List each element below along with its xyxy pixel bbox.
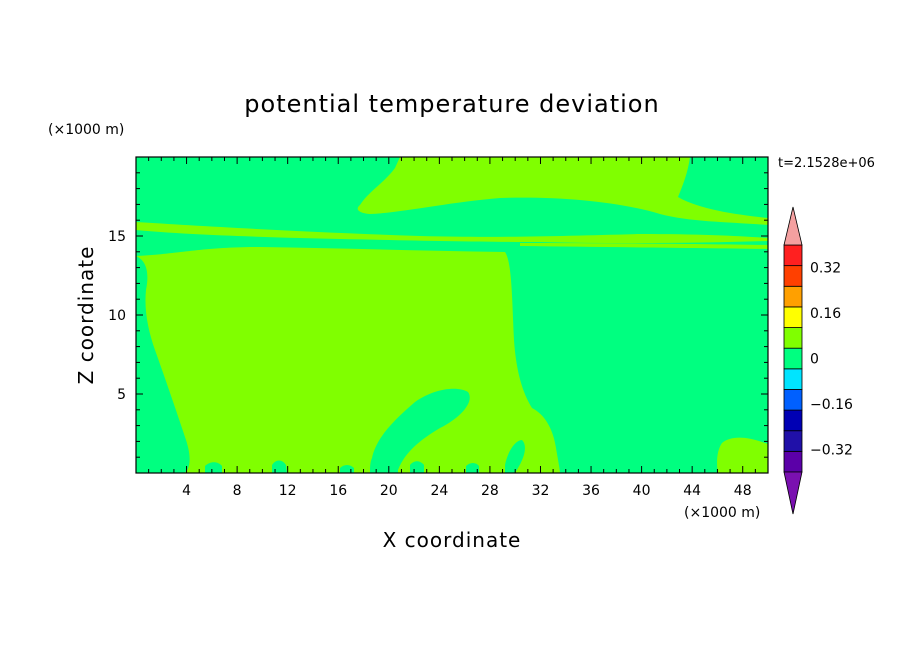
x-axis-unit: (×1000 m) <box>684 505 760 521</box>
colorbar-label: 0.32 <box>810 261 841 277</box>
colorbar-label: −0.16 <box>810 397 853 413</box>
y-tick-label: 5 <box>117 387 126 403</box>
colorbar-segment <box>783 306 803 328</box>
colorbar-segment <box>783 450 803 473</box>
negative-pockets <box>136 256 525 473</box>
x-tick-label: 20 <box>380 483 398 499</box>
colorbar-label: 0.16 <box>810 306 841 322</box>
x-tick-label: 40 <box>633 483 651 499</box>
x-tick-label: 32 <box>532 483 550 499</box>
colorbar-over-arrow <box>783 206 803 246</box>
y-ticks: 5 10 15 <box>108 172 768 458</box>
x-tick-label: 48 <box>734 483 752 499</box>
x-tick-label: 12 <box>279 483 297 499</box>
colorbar-under-arrow <box>783 471 803 515</box>
x-tick-label: 4 <box>182 483 191 499</box>
x-axis-label: X coordinate <box>383 528 522 552</box>
colorbar-segment <box>783 347 803 370</box>
colorbar-segment <box>783 285 803 308</box>
colorbar: −0.32 −0.16 0 0.16 0.32 <box>783 206 853 515</box>
y-tick-label: 15 <box>108 229 126 245</box>
x-tick-label: 28 <box>481 483 499 499</box>
colorbar-label: 0 <box>810 352 819 368</box>
colorbar-segment <box>783 409 803 432</box>
x-tick-label: 8 <box>233 483 242 499</box>
y-axis-unit: (×1000 m) <box>48 122 124 138</box>
y-tick-label: 10 <box>108 308 126 324</box>
x-tick-label: 36 <box>582 483 600 499</box>
colorbar-segment <box>783 327 803 349</box>
y-axis-label: Z coordinate <box>74 246 98 385</box>
x-ticks: 4 8 12 16 20 24 28 32 36 40 44 48 <box>148 157 756 499</box>
colorbar-segment <box>783 389 803 411</box>
colorbar-label: −0.32 <box>810 442 853 458</box>
x-tick-label: 16 <box>329 483 347 499</box>
colorbar-segment <box>783 265 803 287</box>
chart-title: potential temperature deviation <box>244 90 659 118</box>
colorbar-segment <box>783 244 803 267</box>
x-tick-label: 24 <box>430 483 448 499</box>
time-label: t=2.1528e+06 <box>778 156 875 171</box>
colorbar-segment <box>783 430 803 452</box>
x-tick-label: 44 <box>683 483 701 499</box>
colorbar-segment <box>783 368 803 390</box>
